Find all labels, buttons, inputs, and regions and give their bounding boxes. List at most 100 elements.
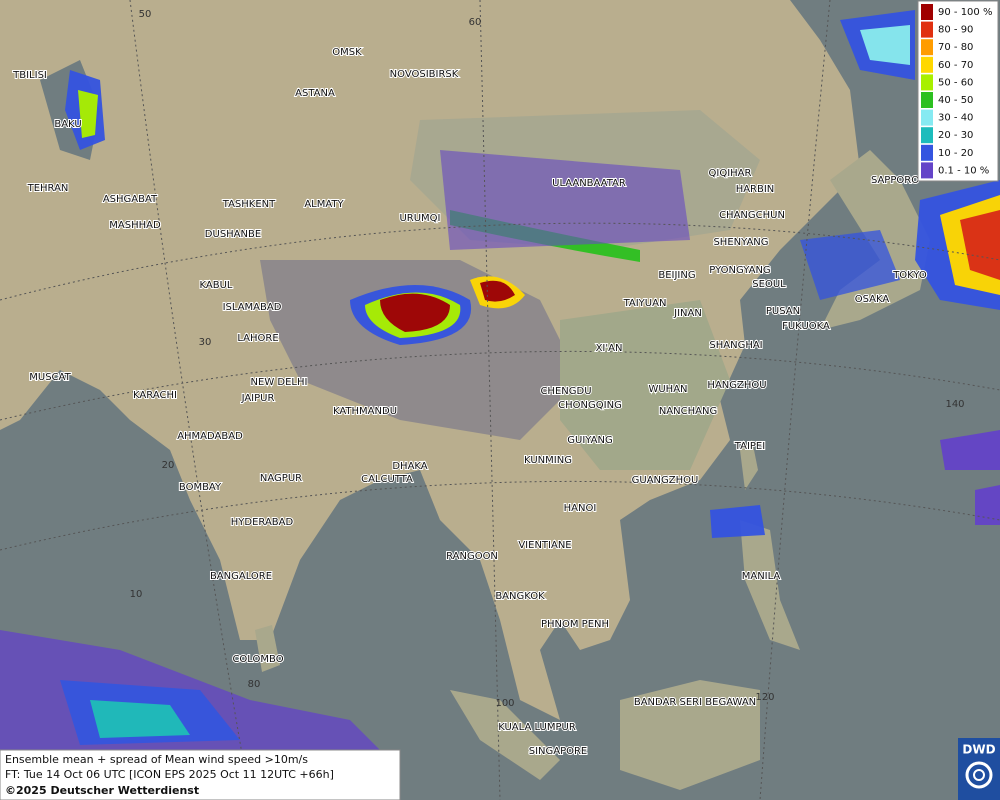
legend-swatch	[921, 92, 933, 108]
graticule-label: 80	[248, 679, 261, 690]
city-label: BEIJING	[658, 270, 695, 281]
city-label: SHENYANG	[713, 237, 768, 248]
city-label: PUSAN	[766, 306, 800, 317]
legend-label: 70 - 80	[938, 42, 973, 53]
city-label: TASHKENT	[222, 199, 276, 210]
labels: OMSK NOVOSIBIRSK ASTANA TBILISI BAKU TEHRAN AS…	[11, 9, 964, 758]
city-label: TOKYO	[892, 270, 927, 281]
legend-swatch	[921, 39, 933, 56]
city-label: KABUL	[200, 280, 233, 291]
legend-label: 50 - 60	[938, 77, 973, 88]
city-label: NEW DELHI	[251, 377, 308, 388]
city-label: KATHMANDU	[333, 406, 397, 417]
city-label: NOVOSIBIRSK	[390, 69, 459, 80]
legend-label: 0.1 - 10 %	[938, 165, 989, 176]
graticule-label: 140	[945, 399, 964, 410]
city-label: TEHRAN	[27, 183, 69, 194]
city-label: ALMATY	[304, 199, 344, 210]
land	[450, 690, 560, 780]
land	[740, 440, 758, 490]
city-label: ISLAMABAD	[223, 302, 282, 313]
city-label: PHNOM PENH	[541, 619, 609, 630]
city-label: OMSK	[332, 47, 362, 58]
legend-swatch	[921, 21, 933, 38]
city-label: DUSHANBE	[205, 229, 261, 240]
city-label: LAHORE	[237, 333, 278, 344]
city-label: MUSCAT	[29, 372, 71, 383]
city-label: AHMADABAD	[177, 431, 243, 442]
city-label: NAGPUR	[260, 473, 302, 484]
city-label: BOMBAY	[179, 482, 222, 493]
city-label: SINGAPORE	[529, 746, 588, 757]
city-label: NANCHANG	[659, 406, 717, 417]
city-label: QIQIHAR	[709, 168, 752, 179]
city-label: KUALA LUMPUR	[498, 722, 576, 733]
graticule-label: 20	[162, 460, 175, 471]
city-label: MANILA	[742, 571, 781, 582]
city-label: XI'AN	[596, 343, 623, 354]
legend-swatch	[921, 74, 933, 91]
city-label: TBILISI	[12, 70, 47, 81]
city-label: MASHHAD	[109, 220, 161, 231]
city-label: HANOI	[564, 503, 597, 514]
city-label: JAIPUR	[241, 393, 275, 404]
city-label: JINAN	[673, 308, 702, 319]
legend-label: 20 - 30	[938, 130, 973, 141]
city-label: KUNMING	[524, 455, 572, 466]
city-label: CHENGDU	[540, 386, 591, 397]
city-label: HANGZHOU	[707, 380, 766, 391]
city-label: SHANGHAI	[709, 340, 762, 351]
city-label: ASTANA	[295, 88, 335, 99]
city-label: VIENTIANE	[518, 540, 571, 551]
city-label: BANDAR SERI BEGAWAN	[634, 697, 756, 708]
graticule-label: 10	[130, 589, 143, 600]
legend-swatch	[921, 144, 933, 161]
legend-label: 10 - 20	[938, 148, 973, 159]
legend-label: 40 - 50	[938, 95, 973, 106]
legend-swatch	[921, 162, 933, 179]
caption: FT: Tue 14 Oct 06 UTC [ICON EPS 2025 Oct…	[5, 768, 334, 781]
city-label: WUHAN	[648, 384, 687, 395]
logo-icon	[965, 761, 993, 789]
city-label: COLOMBO	[232, 654, 283, 665]
legend-swatch	[921, 127, 933, 144]
land	[740, 520, 800, 650]
city-label: TAIPEI	[734, 441, 765, 452]
graticule-label: 100	[495, 698, 514, 709]
graticule-label: 50	[139, 9, 152, 20]
land	[560, 300, 730, 470]
legend-label: 80 - 90	[938, 25, 973, 36]
city-label: HYDERABAD	[231, 517, 294, 528]
legend-label: 90 - 100 %	[938, 7, 992, 18]
city-label: RANGOON	[446, 551, 498, 562]
legend-swatch	[921, 56, 933, 73]
legend-label: 60 - 70	[938, 60, 973, 71]
legend-swatch	[921, 109, 933, 126]
caption: Ensemble mean + spread of Mean wind spee…	[5, 753, 308, 766]
caption: ©2025 Deutscher Wetterdienst	[5, 784, 199, 797]
legend-label: 30 - 40	[938, 113, 973, 124]
city-label: HARBIN	[736, 184, 775, 195]
city-label: BANGALORE	[210, 571, 272, 582]
city-label: CHONGQING	[558, 400, 622, 411]
city-label: ASHGABAT	[103, 194, 158, 205]
legend-swatch	[921, 4, 933, 20]
city-label: ULAANBAATAR	[552, 178, 626, 189]
graticule-label: 30	[199, 337, 212, 348]
city-label: BAKU	[54, 119, 81, 130]
city-label: BANGKOK	[495, 591, 545, 602]
legend: 90 - 100 % 80 - 90 70 - 80 60 - 70 50 - 60 40…	[917, 0, 999, 182]
city-label: GUANGZHOU	[632, 475, 699, 486]
city-label: GUIYANG	[567, 435, 612, 446]
city-label: CALCUTTA	[361, 474, 413, 485]
city-label: FUKUOKA	[782, 321, 830, 332]
city-label: PYONGYANG	[709, 265, 770, 276]
logo-icon	[973, 769, 985, 781]
city-label: TAIYUAN	[623, 298, 667, 309]
city-label: CHANGCHUN	[719, 210, 785, 221]
city-label: KARACHI	[133, 390, 177, 401]
city-label: SEOUL	[752, 279, 786, 290]
city-label: OSAKA	[855, 294, 890, 305]
city-label: SAPPORO	[871, 175, 919, 186]
